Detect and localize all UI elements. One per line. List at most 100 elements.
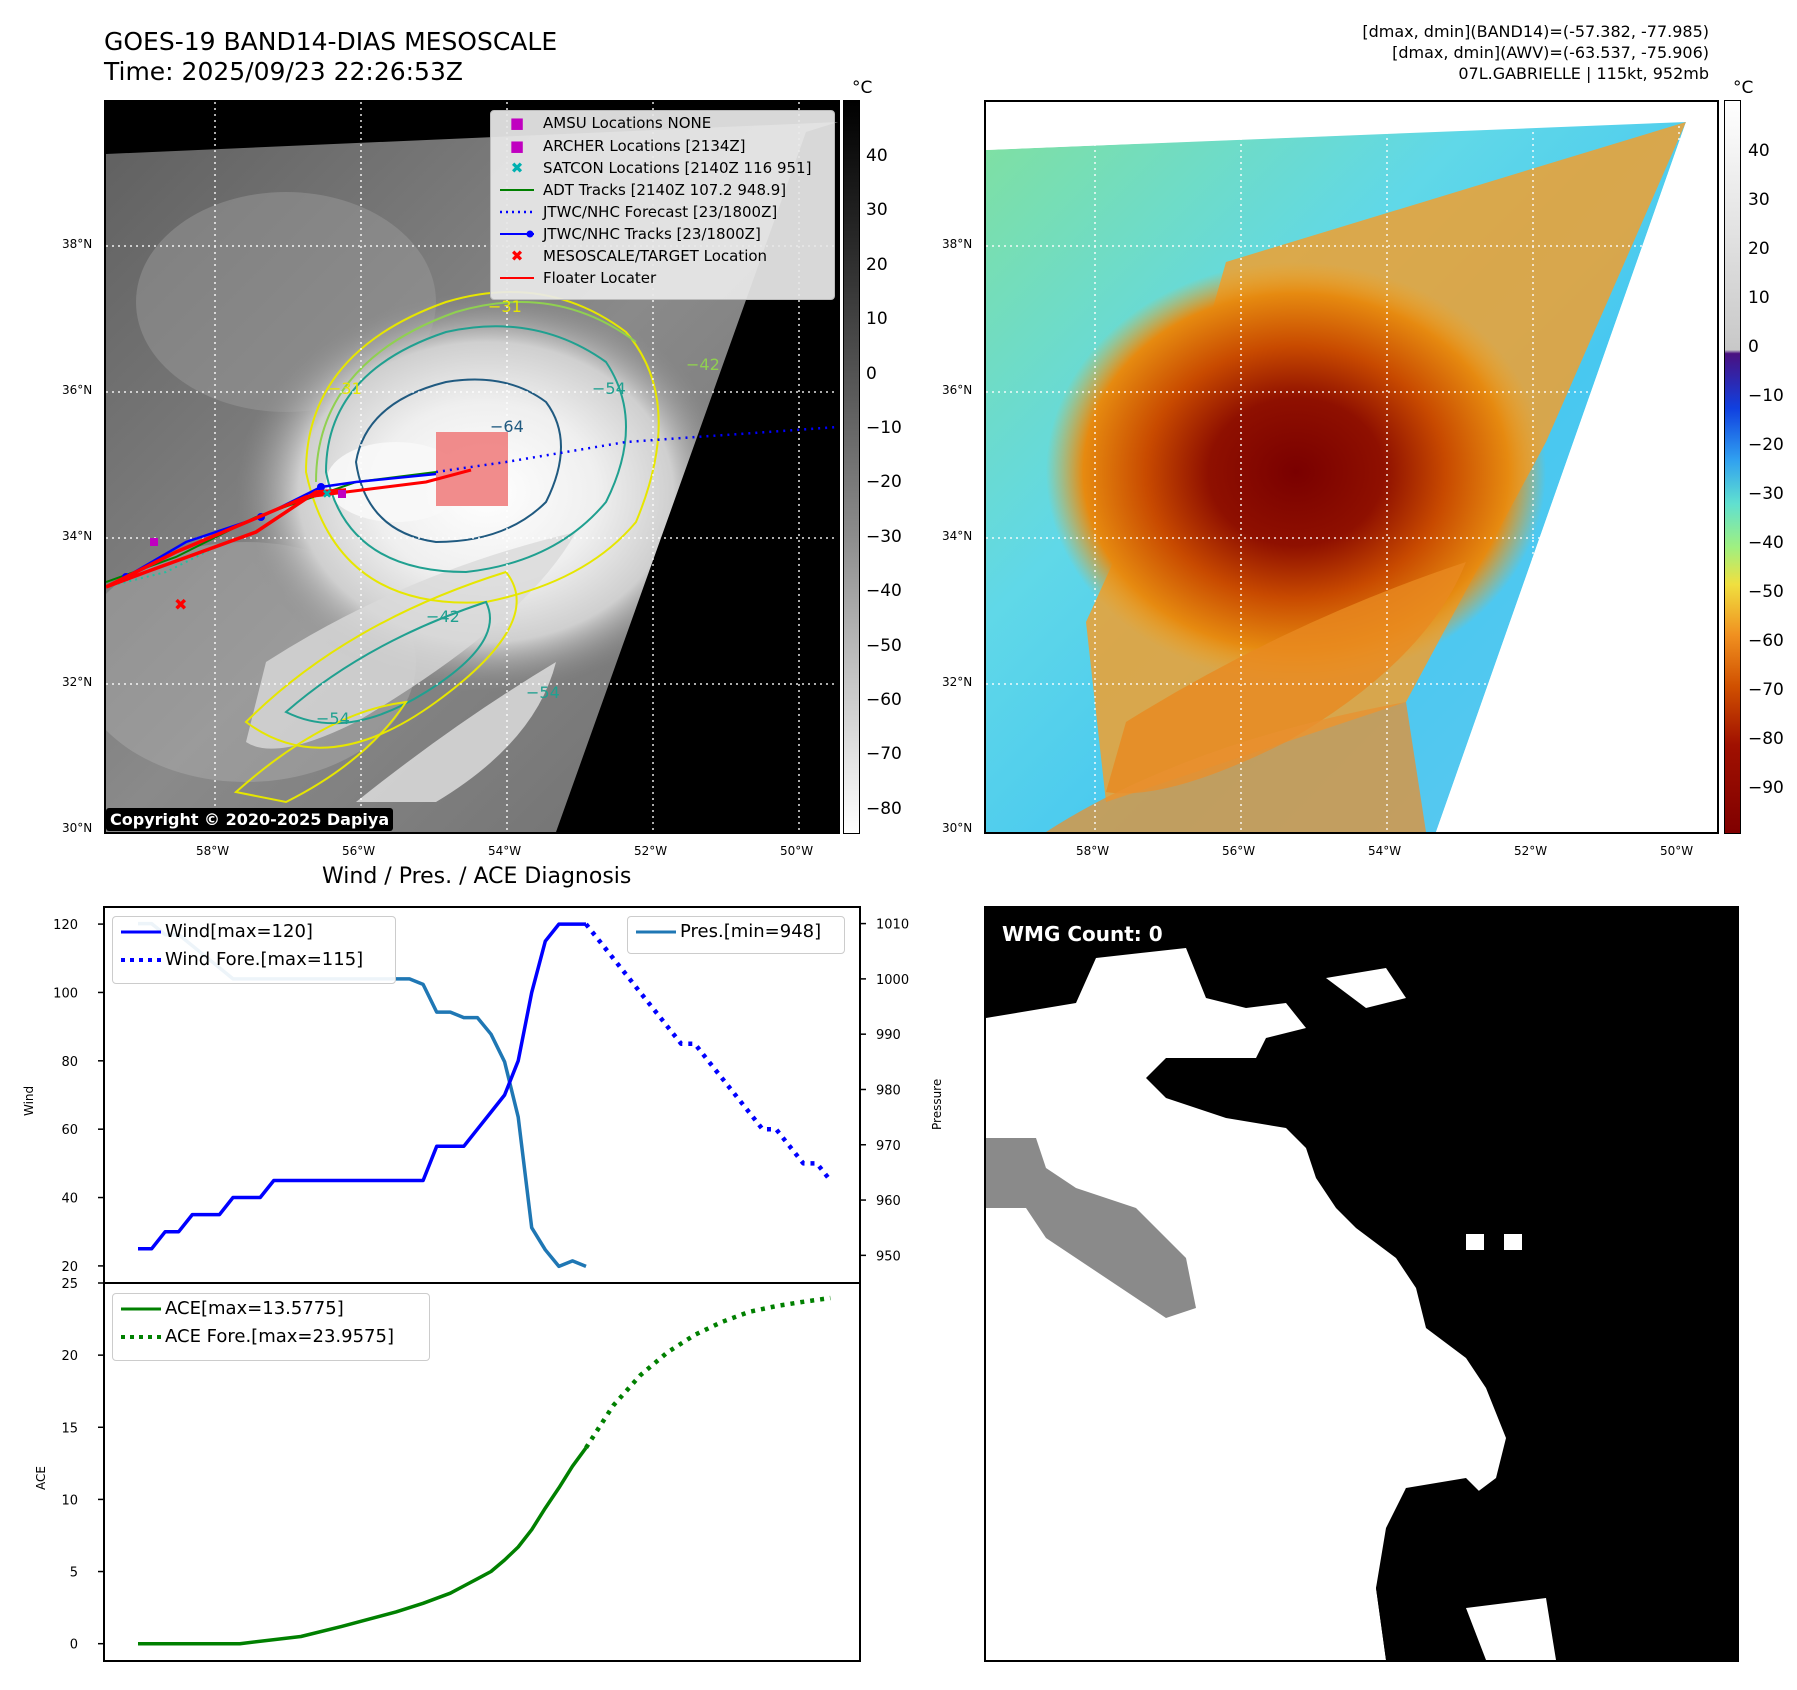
ir-colorbar-unit: °C	[852, 78, 873, 98]
wv-colorbar-tick: −10	[1748, 386, 1784, 406]
wind-ylabel: Wind	[22, 1085, 36, 1116]
legend-item-forecast: JTWC/NHC Forecast [23/1800Z]	[499, 201, 777, 223]
legend-item-amsu: ■ AMSU Locations NONE	[499, 112, 711, 134]
ace-series-line-0	[138, 1446, 588, 1646]
wv-colorbar	[1724, 100, 1741, 834]
floater-locater-track	[106, 488, 347, 589]
info-storm: 07L.GABRIELLE | 115kt, 952mb	[1458, 64, 1709, 83]
square-icon: ■	[509, 137, 525, 155]
info-awv-range: [dmax, dmin](AWV)=(-63.537, -75.906)	[1392, 43, 1709, 62]
legend-item-archer: ■ ARCHER Locations [2134Z]	[499, 135, 746, 157]
lat-label: 34°N	[942, 529, 973, 543]
contour-label: −54	[316, 709, 350, 728]
wv-colorbar-tick: −60	[1748, 631, 1784, 651]
legend-item-ace-fore: ACE Fore.[max=23.9575]	[121, 1326, 394, 1348]
ir-colorbar-tick: 10	[866, 309, 888, 330]
ace-axis-tick-label: 0	[70, 1638, 78, 1653]
legend-item-wind-fore: Wind Fore.[max=115]	[121, 949, 363, 971]
figure-time: Time: 2025/09/23 22:26:53Z	[104, 57, 463, 86]
lat-label: 32°N	[62, 675, 93, 689]
wv-colorbar-tick: −40	[1748, 533, 1784, 553]
ir-colorbar-tick: 30	[866, 200, 888, 221]
ir-colorbar-tick: 0	[866, 363, 877, 384]
dot-line-icon	[499, 223, 535, 245]
svg-text:✖: ✖	[322, 487, 332, 501]
line-icon	[121, 921, 161, 943]
lon-label: 58°W	[1076, 844, 1110, 858]
wind-series-line-0	[138, 922, 586, 1251]
wv-colorbar-tick: −70	[1748, 680, 1784, 700]
diag-title: Wind / Pres. / ACE Diagnosis	[322, 864, 632, 889]
wv-colorbar-tick: 0	[1748, 337, 1759, 357]
contour-label: −31	[328, 379, 362, 398]
ir-colorbar-tick: −60	[866, 690, 902, 710]
legend-item-target: ✖ MESOSCALE/TARGET Location	[499, 245, 767, 267]
ace-axis-tick-label: 25	[61, 1277, 78, 1292]
ir-colorbar-tick: −30	[866, 526, 902, 547]
lat-label: 38°N	[62, 237, 93, 251]
ir-map-panel: ✖ ✖ −31 −54 −64 −42 −54 −54 −31 −42 ■ AMS…	[104, 100, 840, 834]
wv-colorbar-tick: 10	[1748, 288, 1770, 308]
wv-map-panel	[984, 100, 1719, 834]
diag-chart: 20 40 60 80 100 120 950 960 970 980 990 1000 1010 0 5 1…	[53, 906, 909, 1662]
wv-map-image	[986, 102, 1717, 832]
lon-label: 52°W	[1514, 844, 1548, 858]
figure-title: GOES-19 BAND14-DIAS MESOSCALE	[104, 27, 558, 56]
info-band14-range: [dmax, dmin](BAND14)=(-57.382, -77.985)	[1362, 22, 1709, 41]
wmg-mask-image	[986, 948, 1556, 1660]
dotted-line-icon	[121, 1326, 161, 1348]
pressure-ylabel: Pressure	[930, 1078, 944, 1130]
line-icon	[121, 1298, 161, 1320]
lat-label: 36°N	[942, 383, 973, 397]
wv-colorbar-tick: 30	[1748, 190, 1770, 210]
wind-axis-tick-label: 40	[61, 1192, 78, 1207]
ace-axes	[103, 1282, 861, 1662]
line-icon	[499, 179, 535, 201]
line-icon	[499, 267, 535, 289]
wv-colorbar-tick: 20	[1748, 239, 1770, 259]
wmg-panel: WMG Count: 0	[984, 906, 1739, 1662]
ir-colorbar-tick: 40	[866, 146, 888, 166]
pressure-axis-tick-label: 980	[876, 1083, 901, 1098]
target-marker: ✖	[174, 595, 187, 614]
wv-colorbar-tick: −50	[1748, 582, 1784, 602]
wind-axis-tick-label: 60	[61, 1123, 78, 1138]
legend-item-satcon: ✖ SATCON Locations [2140Z 116 951]	[499, 157, 812, 179]
x-mark-icon: ✖	[510, 159, 524, 177]
contour-label: −42	[426, 607, 460, 626]
ace-legend: ACE[max=13.5775] ACE Fore.[max=23.9575]	[112, 1293, 430, 1361]
lon-label: 50°W	[780, 844, 814, 858]
lon-label: 54°W	[488, 844, 522, 858]
legend-item-jtwc: JTWC/NHC Tracks [23/1800Z]	[499, 223, 761, 245]
contour-label: −31	[488, 297, 522, 316]
wv-colorbar-tick: −30	[1748, 484, 1784, 504]
dotted-line-icon	[499, 201, 535, 223]
legend-item-wind: Wind[max=120]	[121, 921, 313, 943]
ir-colorbar	[843, 100, 860, 834]
lat-label: 34°N	[62, 529, 93, 543]
ir-colorbar-tick: 20	[866, 254, 888, 275]
lon-label: 54°W	[1368, 844, 1402, 858]
lat-label: 36°N	[62, 383, 93, 397]
ir-colorbar-tick: −10	[866, 418, 902, 438]
wmg-count-label: WMG Count: 0	[994, 920, 1171, 948]
lat-label: 38°N	[942, 237, 973, 251]
ir-colorbar-tick: −70	[866, 744, 902, 765]
ace-axis-tick-label: 20	[61, 1349, 78, 1364]
lon-label: 56°W	[342, 844, 376, 858]
lon-label: 52°W	[634, 844, 668, 858]
lon-label: 50°W	[1660, 844, 1694, 858]
lat-label: 32°N	[942, 675, 973, 689]
ir-colorbar-tick: −40	[866, 581, 902, 602]
ace-axis-tick-label: 10	[61, 1493, 78, 1508]
ace-series-line-1	[584, 1295, 831, 1450]
pressure-axis-tick-label: 970	[876, 1139, 901, 1154]
wind-axis-tick-label: 120	[53, 918, 78, 933]
pressure-legend: Pres.[min=948]	[627, 916, 845, 954]
contour-label: −42	[686, 355, 720, 374]
ir-legend: ■ AMSU Locations NONE ■ ARCHER Locations […	[490, 110, 835, 300]
line-icon	[636, 921, 676, 943]
wv-colorbar-unit: °C	[1733, 78, 1754, 98]
ir-colorbar-tick: −80	[866, 798, 902, 819]
wind-legend: Wind[max=120] Wind Fore.[max=115]	[112, 916, 396, 984]
